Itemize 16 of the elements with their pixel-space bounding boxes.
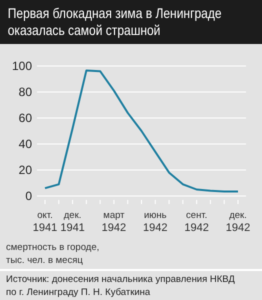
- y-tick-label: 100: [12, 59, 32, 73]
- y-tick-label: 0: [25, 189, 32, 203]
- line-series: [44, 70, 239, 192]
- y-tick-label: 80: [18, 85, 32, 99]
- x-tick-label: сент. 1942: [184, 210, 209, 234]
- y-axis-title: смертность в городе, тыс. чел. в месяц: [6, 242, 100, 266]
- x-tick-label: окт. 1941: [32, 210, 58, 234]
- x-tick-label: март 1942: [102, 210, 126, 234]
- y-tick-label: 60: [18, 111, 32, 125]
- x-tick-label: дек. 1942: [226, 210, 250, 234]
- x-tick-label: дек. 1941: [60, 210, 85, 234]
- chart-title: Первая блокадная зима в Ленинграде оказалась самой страшной: [8, 5, 222, 38]
- y-tick-label: 20: [18, 163, 32, 177]
- text: Источник: донесения начальника управления НКВД по г. Ленинграду П. Н. Кубаткина: [6, 274, 236, 298]
- x-tick-label: июнь 1942: [143, 210, 168, 234]
- y-tick-label: 40: [18, 137, 32, 151]
